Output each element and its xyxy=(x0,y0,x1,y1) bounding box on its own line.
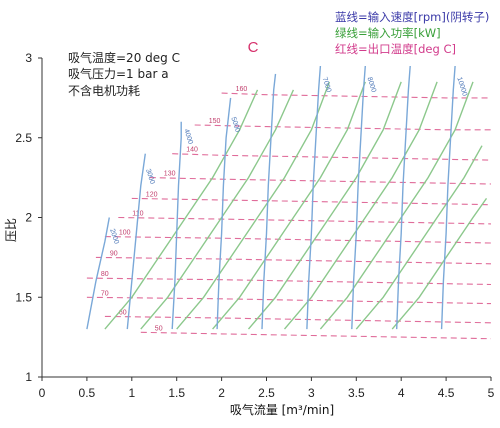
x-tick-label: 1.5 xyxy=(168,386,185,400)
note-inlet-temperature: 吸气温度=20 deg C xyxy=(68,50,180,65)
power-contour-p8 xyxy=(355,145,483,330)
legend-temperature: 红线=出口温度[deg C] xyxy=(335,42,456,56)
temperature-contour-label: 90 xyxy=(110,250,118,257)
temperature-contour-label: 130 xyxy=(164,171,176,178)
condition-notes: 吸气温度=20 deg C 吸气压力=1 bar a 不含电机功耗 xyxy=(68,50,180,98)
speed-contour-label: 5000 xyxy=(229,116,241,133)
power-contour-p5 xyxy=(247,81,402,330)
x-axis-ticks: 0 0.5 1 1.5 2 2.5 3 3.5 4 4.5 5 xyxy=(39,377,495,400)
temperature-contour-label: 150 xyxy=(209,118,221,125)
temperature-contour-label: 160 xyxy=(236,86,248,93)
temperature-contour-label: 120 xyxy=(146,191,158,198)
temperature-contour-label: 140 xyxy=(186,147,198,154)
speed-contour-9000 xyxy=(396,65,411,330)
temperature-contour-label: 60 xyxy=(119,309,127,316)
power-contour-p6 xyxy=(283,81,438,330)
temperature-contour-label: 70 xyxy=(101,290,109,297)
speed-contour-label: 10000 xyxy=(455,76,468,97)
speed-contour-5000 xyxy=(216,97,232,330)
legend-power: 绿线=输入功率[kW] xyxy=(335,26,441,40)
contour-layer: 5060708090100110120130140150160200030004… xyxy=(86,65,492,340)
x-tick-label: 3 xyxy=(308,386,315,400)
speed-contour-4000 xyxy=(171,121,182,330)
temperature-contour-150 xyxy=(194,124,491,131)
y-tick-label: 1 xyxy=(25,370,32,384)
power-contour-p3 xyxy=(176,81,331,330)
temperature-contour-50 xyxy=(140,331,492,340)
x-tick-label: 0.5 xyxy=(79,386,96,400)
y-axis-title: 压比 xyxy=(4,218,18,242)
x-axis-title: 吸气流量 [m³/min] xyxy=(230,402,334,417)
x-tick-label: 4.5 xyxy=(438,386,455,400)
note-inlet-pressure: 吸气压力=1 bar a xyxy=(68,66,169,81)
x-tick-label: 5 xyxy=(488,386,495,400)
y-tick-label: 3 xyxy=(25,51,32,65)
power-contour-p4 xyxy=(212,81,366,330)
power-contour-p9 xyxy=(391,197,488,330)
y-tick-label: 1.5 xyxy=(15,290,32,304)
x-tick-label: 2.5 xyxy=(258,386,275,400)
temperature-contour-140 xyxy=(172,153,492,161)
temperature-contour-120 xyxy=(131,197,492,206)
temperature-contour-100 xyxy=(104,236,492,244)
temperature-contour-70 xyxy=(86,296,492,305)
speed-contour-label: 4000 xyxy=(182,128,194,145)
temperature-contour-label: 80 xyxy=(101,271,109,278)
x-tick-label: 3.5 xyxy=(348,386,365,400)
temperature-contour-label: 100 xyxy=(119,230,131,237)
speed-contour-10000 xyxy=(440,65,456,330)
speed-contour-3000 xyxy=(126,153,146,330)
x-tick-label: 4 xyxy=(398,386,405,400)
legend-speed: 蓝线=输入速度[rpm](阴转子) xyxy=(335,10,489,24)
y-axis-ticks: 1 1.5 2 2.5 3 xyxy=(15,51,42,384)
x-tick-label: 1 xyxy=(128,386,135,400)
note-motor-excluded: 不含电机功耗 xyxy=(68,83,140,98)
legend: 蓝线=输入速度[rpm](阴转子) 绿线=输入功率[kW] 红线=出口温度[de… xyxy=(335,10,489,56)
temperature-contour-160 xyxy=(221,92,491,99)
speed-contour-8000 xyxy=(351,65,366,330)
temperature-contour-90 xyxy=(95,256,492,265)
chart-title: C xyxy=(248,39,259,56)
x-tick-label: 0 xyxy=(39,386,46,400)
speed-contour-6000 xyxy=(261,73,277,330)
speed-contour-label: 2000 xyxy=(108,228,120,245)
temperature-contour-80 xyxy=(86,277,492,286)
power-contour-p7 xyxy=(319,81,474,330)
speed-contour-7000 xyxy=(306,65,322,330)
speed-contour-label: 7000 xyxy=(321,76,333,93)
speed-contour-label: 8000 xyxy=(365,76,377,93)
temperature-contour-60 xyxy=(104,315,492,324)
temperature-contour-130 xyxy=(149,177,492,185)
power-contour-p1 xyxy=(104,89,259,330)
y-tick-label: 2.5 xyxy=(15,131,32,145)
speed-contour-2000 xyxy=(86,217,110,330)
speed-contour-label: 3000 xyxy=(144,168,156,185)
x-tick-label: 2 xyxy=(218,386,225,400)
y-tick-label: 2 xyxy=(25,211,32,225)
temperature-contour-label: 50 xyxy=(155,325,163,332)
